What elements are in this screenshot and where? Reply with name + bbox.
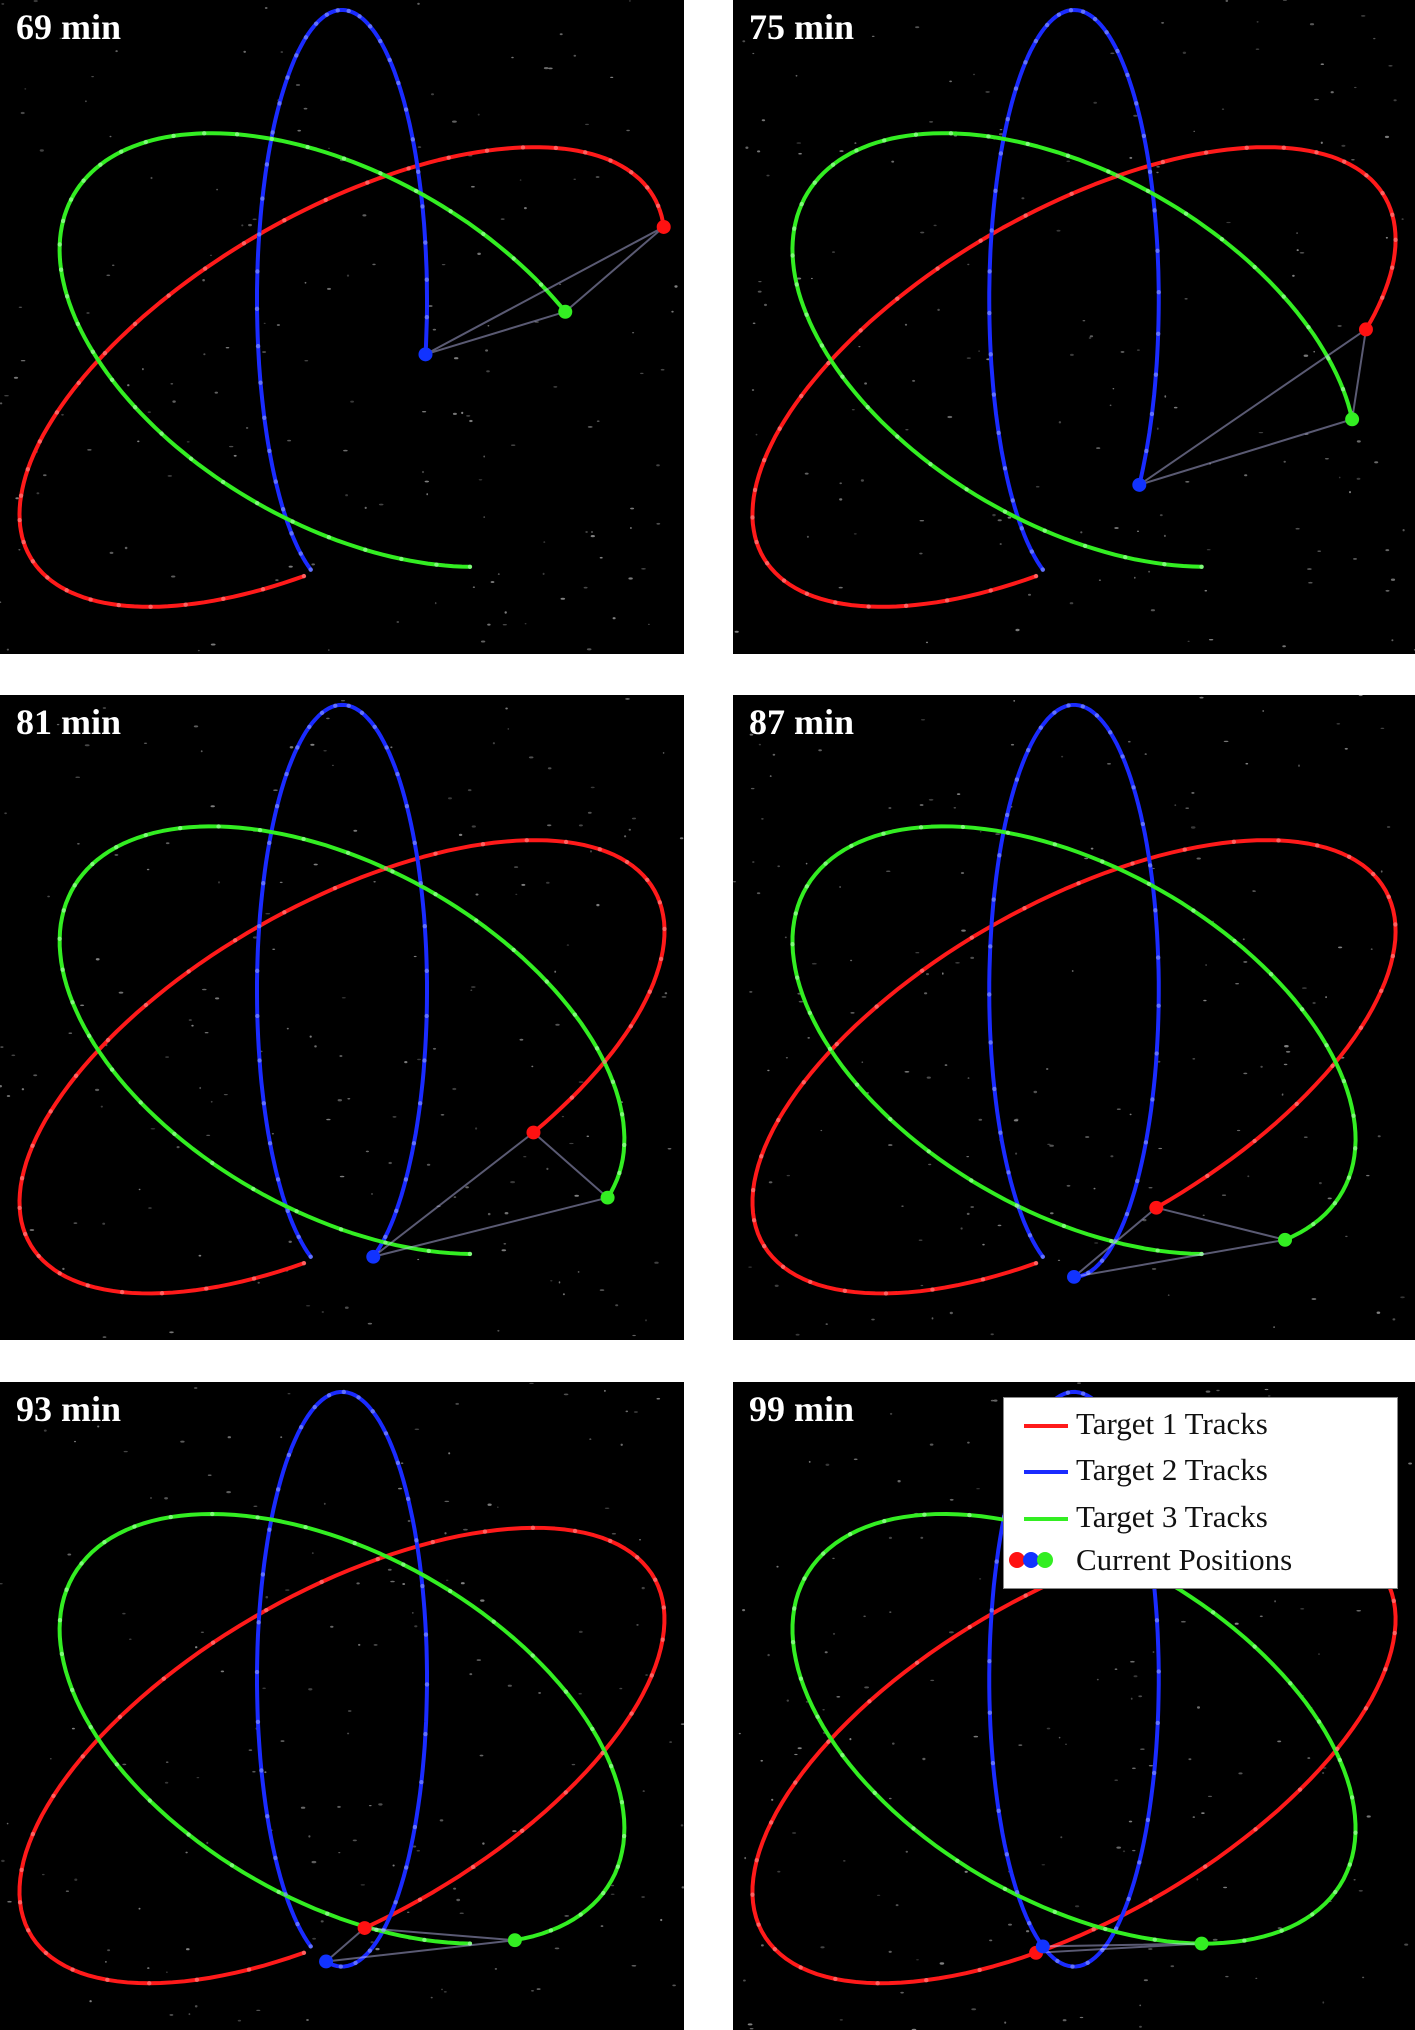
- current-position-green: [507, 1933, 522, 1948]
- current-position-blue: [1035, 1939, 1050, 1954]
- panel-plot: [0, 698, 684, 1338]
- current-position-green: [1278, 1232, 1293, 1247]
- current-position-green: [600, 1190, 615, 1205]
- target-2-track: [255, 1390, 429, 1969]
- star-field: [0, 1382, 684, 2022]
- target-2-track: [987, 8, 1161, 572]
- target-1-track: [750, 1525, 1398, 1986]
- association-lines: [1070, 1206, 1286, 1279]
- association-lines: [323, 1927, 515, 1963]
- current-position-red: [526, 1125, 541, 1140]
- panel-81-min: 81 min: [0, 695, 684, 1340]
- time-label: 93 min: [16, 1389, 122, 1429]
- target-1-track: [750, 145, 1398, 609]
- legend-line-red: [1024, 1424, 1068, 1428]
- association-lines: [372, 1131, 610, 1258]
- current-position-blue: [1132, 477, 1147, 492]
- target-2-track: [987, 702, 1161, 1279]
- current-position-red: [1358, 322, 1373, 337]
- current-position-blue: [1067, 1269, 1081, 1284]
- target-3-track: [790, 824, 1358, 1256]
- time-label: 99 min: [749, 1389, 855, 1429]
- legend: Target 1 Tracks Target 2 Tracks Target 3…: [1003, 1397, 1398, 1589]
- current-position-green: [1345, 412, 1360, 427]
- panel-plot: [733, 695, 1405, 1336]
- target-1-track: [17, 1525, 667, 1986]
- track-group: [17, 1389, 667, 1986]
- current-position-dots-icon: [1009, 1552, 1053, 1573]
- association-lines: [425, 226, 665, 356]
- legend-item-target-3: Target 3 Tracks: [1004, 1497, 1397, 1537]
- track-group: [17, 702, 667, 1296]
- legend-label: Target 1 Tracks: [1076, 1406, 1268, 1441]
- target-3-track: [790, 131, 1355, 569]
- legend-item-current-positions: Current Positions: [1004, 1540, 1397, 1580]
- current-position-blue: [319, 1954, 334, 1969]
- target-3-track: [57, 824, 627, 1256]
- track-group: [750, 7, 1398, 609]
- panel-plot: [0, 0, 678, 652]
- panel-69-min: 69 min: [0, 0, 684, 654]
- target-1-track: [750, 838, 1398, 1296]
- legend-line-blue: [1024, 1470, 1068, 1474]
- target-1-track: [17, 838, 667, 1296]
- panel-plot: [734, 0, 1415, 651]
- current-position-blue: [418, 347, 433, 362]
- time-label: 69 min: [16, 7, 122, 47]
- legend-item-target-1: Target 1 Tracks: [1004, 1404, 1397, 1444]
- time-label: 81 min: [16, 702, 122, 742]
- panel-87-min: 87 min: [733, 695, 1415, 1340]
- current-position-blue: [366, 1249, 381, 1264]
- star-field: [733, 695, 1405, 1336]
- star-field: [734, 0, 1415, 651]
- panel-plot: [0, 1382, 684, 2022]
- panel-75-min: 75 min: [733, 0, 1415, 654]
- star-field: [0, 0, 678, 652]
- legend-label: Target 3 Tracks: [1076, 1499, 1268, 1534]
- track-group: [17, 8, 671, 610]
- legend-label: Current Positions: [1076, 1542, 1293, 1577]
- time-label: 75 min: [749, 7, 855, 47]
- track-group: [750, 702, 1398, 1296]
- time-label: 87 min: [749, 702, 855, 742]
- target-2-track: [255, 8, 429, 572]
- legend-item-target-2: Target 2 Tracks: [1004, 1450, 1397, 1490]
- current-position-red: [1149, 1200, 1164, 1215]
- legend-line-green: [1024, 1517, 1068, 1521]
- panel-93-min: 93 min: [0, 1382, 684, 2030]
- target-3-track: [57, 1511, 627, 1946]
- star-field: [0, 698, 684, 1338]
- target-1-track: [17, 145, 666, 609]
- current-position-red: [656, 219, 671, 234]
- target-3-track: [790, 1511, 1358, 1946]
- association-lines: [1138, 328, 1367, 486]
- current-position-green: [558, 304, 573, 319]
- legend-label: Target 2 Tracks: [1076, 1452, 1268, 1487]
- current-position-red: [357, 1921, 372, 1935]
- target-2-track: [255, 702, 429, 1259]
- target-3-track: [57, 131, 568, 569]
- current-position-green: [1194, 1936, 1209, 1951]
